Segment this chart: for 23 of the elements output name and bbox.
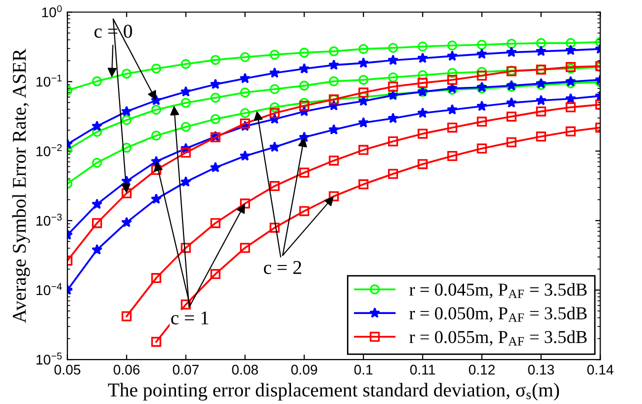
legend-label: r = 0.045m, P$_{AF}$ = 3.5dB (409, 283, 587, 298)
annotation: c = 1 (171, 311, 208, 324)
x-axis-title: The pointing error displacement standard deviation, σ$_{s}$(m) (108, 382, 559, 401)
y-tick-label: 10$^{0}$ (42, 5, 62, 18)
x-tick-label: 0.06 (114, 364, 140, 375)
x-tick-label: 0.12 (468, 364, 495, 375)
y-tick-label: 10$^{−2}$ (36, 144, 62, 156)
y-tick-label: 10$^{−4}$ (36, 283, 62, 296)
legend-label: r = 0.050m, P$_{AF}$ = 3.5dB (409, 306, 587, 322)
y-tick-label: 10$^{−3}$ (36, 214, 62, 226)
x-tick-label: 0.1 (354, 364, 372, 375)
y-tick-label: 10$^{−1}$ (36, 74, 62, 87)
x-tick-label: 0.13 (528, 364, 554, 375)
legend-label: r = 0.055m, P$_{AF}$ = 3.5dB (409, 330, 587, 346)
y-axis-title: Average Symbol Error Rate, ASER (12, 48, 30, 323)
x-tick-label: 0.11 (410, 364, 435, 375)
annotation: c = 2 (264, 261, 302, 274)
y-tick-label: 10$^{−5}$ (36, 352, 62, 365)
x-tick-label: 0.05 (54, 364, 80, 375)
x-tick-label: 0.08 (232, 364, 258, 375)
x-tick-label: 0.14 (587, 364, 614, 375)
x-tick-label: 0.09 (291, 364, 318, 375)
x-tick-label: 0.07 (172, 364, 199, 375)
